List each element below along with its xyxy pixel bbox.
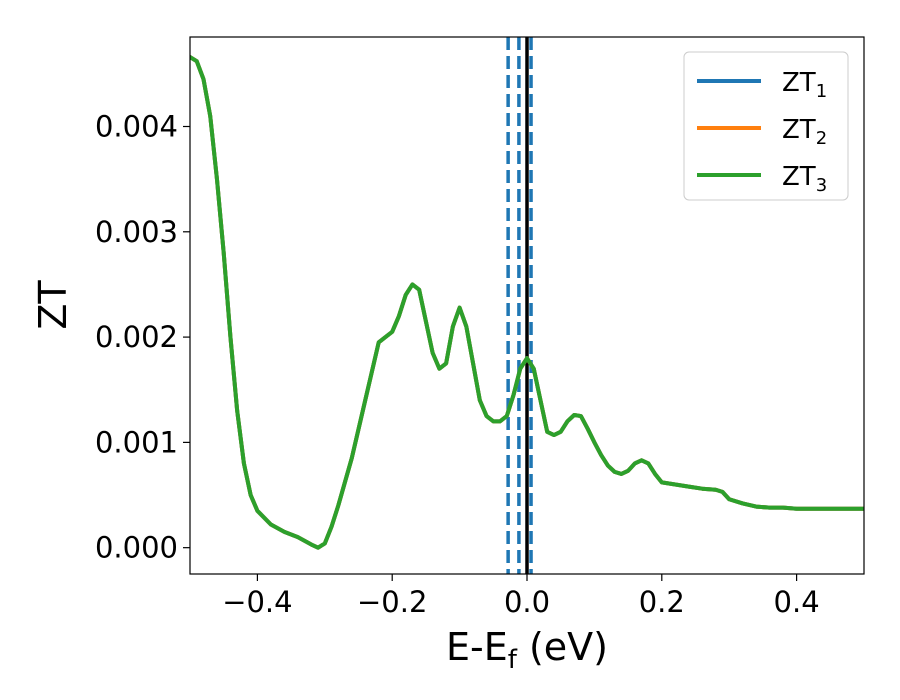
- x-tick-label: −0.2: [357, 585, 427, 619]
- y-tick-label: 0.000: [95, 531, 178, 565]
- y-axis-label: ZT: [31, 280, 75, 330]
- x-tick-label: 0.2: [639, 585, 685, 619]
- legend-label-zt1: ZT1: [782, 68, 827, 102]
- series-line-zt3: [190, 55, 864, 550]
- y-tick-label: 0.002: [95, 320, 178, 354]
- y-tick-label: 0.001: [95, 425, 178, 459]
- legend-label-zt3: ZT3: [782, 162, 827, 196]
- legend-box: [683, 51, 849, 201]
- x-tick-label: 0.4: [774, 585, 820, 619]
- x-tick-label: −0.4: [222, 585, 292, 619]
- x-axis-label: E-Ef (eV): [446, 625, 608, 675]
- x-tick-label: 0.0: [504, 585, 550, 619]
- legend-label-zt2: ZT2: [782, 115, 827, 149]
- legend: ZT1 ZT2 ZT3: [683, 51, 849, 201]
- y-tick-label: 0.003: [95, 215, 178, 249]
- y-tick-label: 0.004: [95, 110, 178, 144]
